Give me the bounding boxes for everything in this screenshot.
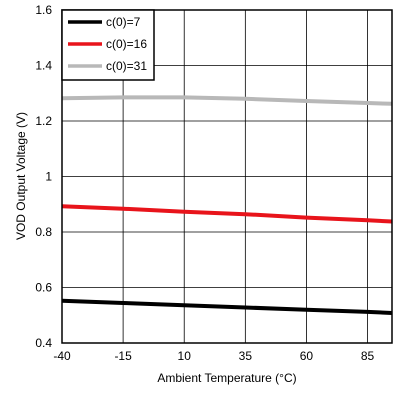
x-tick-label: 35 xyxy=(239,349,253,363)
series-line-c-0-31 xyxy=(61,95,393,106)
y-tick-labels: 0.4 0.6 0.8 1 1.2 1.4 1.6 xyxy=(35,3,52,350)
y-tick-label: 0.8 xyxy=(35,225,52,239)
x-tick-label: 10 xyxy=(178,349,192,363)
series-line-c-0-16 xyxy=(61,204,393,224)
y-tick-label: 1.2 xyxy=(35,114,52,128)
x-axis-label: Ambient Temperature (°C) xyxy=(157,371,296,385)
series-line-c-0-7 xyxy=(61,298,393,315)
y-tick-label: 1.6 xyxy=(35,3,52,17)
y-tick-label: 0.4 xyxy=(35,336,52,350)
legend-label: c(0)=16 xyxy=(106,37,147,51)
legend-label: c(0)=31 xyxy=(106,59,147,73)
x-tick-label: 85 xyxy=(361,349,375,363)
x-tick-label: 60 xyxy=(300,349,314,363)
series-lines xyxy=(61,95,393,315)
x-tick-labels: -40 -15 10 35 60 85 xyxy=(53,349,374,363)
y-tick-label: 1.4 xyxy=(35,59,52,73)
plot-frame xyxy=(61,9,393,344)
grid xyxy=(62,10,392,343)
y-tick-label: 1 xyxy=(45,170,52,184)
x-tick-label: -15 xyxy=(114,349,132,363)
legend-label: c(0)=7 xyxy=(106,15,141,29)
legend: c(0)=7 c(0)=16 c(0)=31 xyxy=(61,9,155,81)
y-axis-label: VOD Output Voltage (V) xyxy=(14,112,28,240)
x-tick-label: -40 xyxy=(53,349,71,363)
y-tick-label: 0.6 xyxy=(35,281,52,295)
